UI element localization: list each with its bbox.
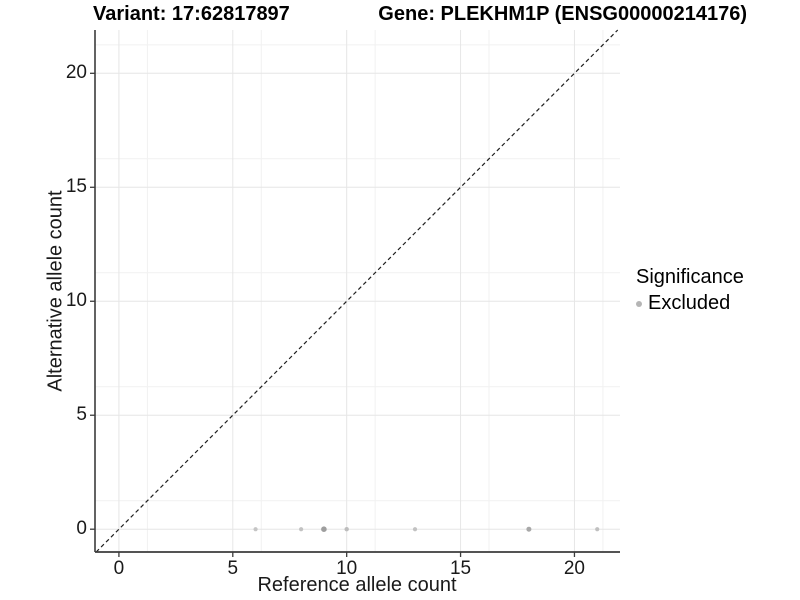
data-point: [526, 526, 532, 532]
data-point: [321, 526, 327, 533]
x-tick-label: 20: [563, 558, 586, 579]
legend-point-icon: [636, 300, 642, 307]
legend: Significance Excluded: [636, 266, 744, 315]
y-tick-label: 5: [76, 404, 87, 426]
data-point: [253, 527, 258, 532]
plot-title-variant: Variant: 17:62817897: [93, 3, 290, 25]
y-tick-label: 20: [65, 62, 87, 84]
y-axis-title: Alternative allele count: [44, 190, 67, 392]
x-tick-label: 5: [227, 558, 239, 579]
x-tick-label: 10: [336, 558, 358, 579]
legend-item-label: Excluded: [648, 292, 731, 314]
identity-line: [95, 29, 619, 553]
x-tick-label: 15: [449, 558, 472, 579]
legend-title: Significance: [636, 266, 744, 288]
data-point: [344, 527, 349, 532]
y-tick-label: 0: [76, 518, 87, 540]
plot-title-gene: Gene: PLEKHM1P (ENSG00000214176): [378, 3, 747, 25]
x-axis-title: Reference allele count: [257, 574, 457, 596]
data-point: [595, 527, 600, 532]
y-tick-label: 10: [65, 290, 87, 312]
y-tick-label: 15: [65, 176, 87, 198]
legend-item-excluded: Excluded: [636, 292, 744, 315]
data-point: [412, 527, 418, 532]
data-point: [299, 527, 304, 532]
x-tick-label: 0: [113, 558, 125, 579]
